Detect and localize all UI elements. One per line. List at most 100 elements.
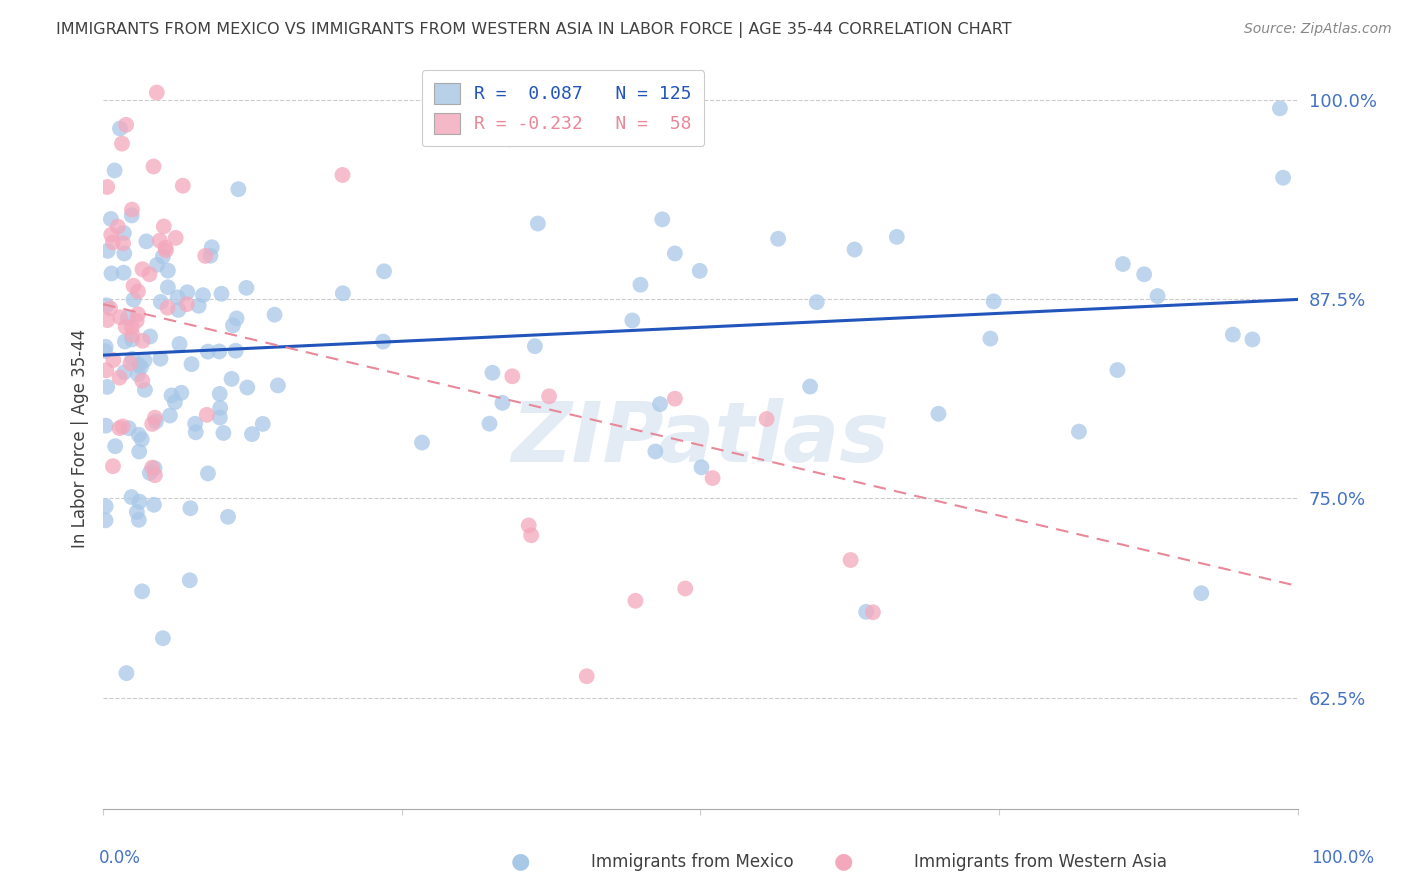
Point [1222,327,1244,342]
Point [201,240,224,254]
Point [121,327,143,342]
Point [184,425,207,440]
Point [121,490,143,504]
Point [481,366,503,380]
Point [128,444,150,458]
Point [166,290,188,304]
Point [103,353,125,368]
Point [100,211,122,226]
Point [94,513,117,527]
Point [228,182,250,196]
Point [134,383,156,397]
Point [520,528,543,542]
Point [197,344,219,359]
Point [127,285,149,299]
Point [208,410,231,425]
Point [115,666,138,681]
Text: Immigrants from Western Asia: Immigrants from Western Asia [914,853,1167,871]
Point [122,293,145,307]
Point [886,230,908,244]
Point [689,264,711,278]
Point [128,358,150,372]
Point [94,418,117,433]
Point [129,359,152,374]
Point [221,372,243,386]
Point [149,351,172,366]
Point [96,298,118,312]
Point [143,461,166,475]
Point [1067,425,1090,439]
Point [143,498,166,512]
Point [1146,289,1168,303]
Point [135,235,157,249]
Point [149,294,172,309]
Point [664,392,686,406]
Point [498,132,520,146]
Point [112,236,135,251]
Text: IMMIGRANTS FROM MEXICO VS IMMIGRANTS FROM WESTERN ASIA IN LABOR FORCE | AGE 35-4: IMMIGRANTS FROM MEXICO VS IMMIGRANTS FRO… [56,22,1012,38]
Point [527,217,550,231]
Point [107,219,129,234]
Point [208,387,231,401]
Point [664,246,686,260]
Point [112,266,135,280]
Point [94,500,117,514]
Point [127,307,149,321]
Point [156,280,179,294]
Point [131,374,153,388]
Y-axis label: In Labor Force | Age 35-44: In Labor Force | Age 35-44 [72,329,89,549]
Point [191,288,214,302]
Point [621,313,644,327]
Point [478,417,501,431]
Point [332,286,354,301]
Point [1241,333,1264,347]
Point [118,421,141,435]
Point [167,302,190,317]
Point [200,249,222,263]
Point [96,363,118,377]
Point [98,301,121,316]
Point [332,168,354,182]
Point [575,669,598,683]
Point [100,267,122,281]
Point [1133,268,1156,282]
Point [159,409,181,423]
Point [149,234,172,248]
Point [160,388,183,402]
Point [373,334,395,349]
Point [179,501,201,516]
Point [184,417,207,431]
Point [156,301,179,315]
Point [839,553,862,567]
Point [195,408,218,422]
Point [141,460,163,475]
Point [491,396,513,410]
Point [501,369,523,384]
Point [163,395,186,409]
Point [690,460,713,475]
Point [673,582,696,596]
Point [94,344,117,359]
Point [152,631,174,645]
Point [1272,170,1295,185]
Point [108,421,131,435]
Point [225,343,247,358]
Point [172,178,194,193]
Point [411,435,433,450]
Point [96,380,118,394]
Point [766,232,789,246]
Point [143,468,166,483]
Point [180,357,202,371]
Point [373,264,395,278]
Point [131,584,153,599]
Point [209,401,232,415]
Point [114,334,136,349]
Point [108,121,131,136]
Point [103,163,125,178]
Point [176,285,198,300]
Point [155,244,177,258]
Point [127,368,149,382]
Point [197,467,219,481]
Text: 0.0%: 0.0% [98,849,141,867]
Point [121,202,143,217]
